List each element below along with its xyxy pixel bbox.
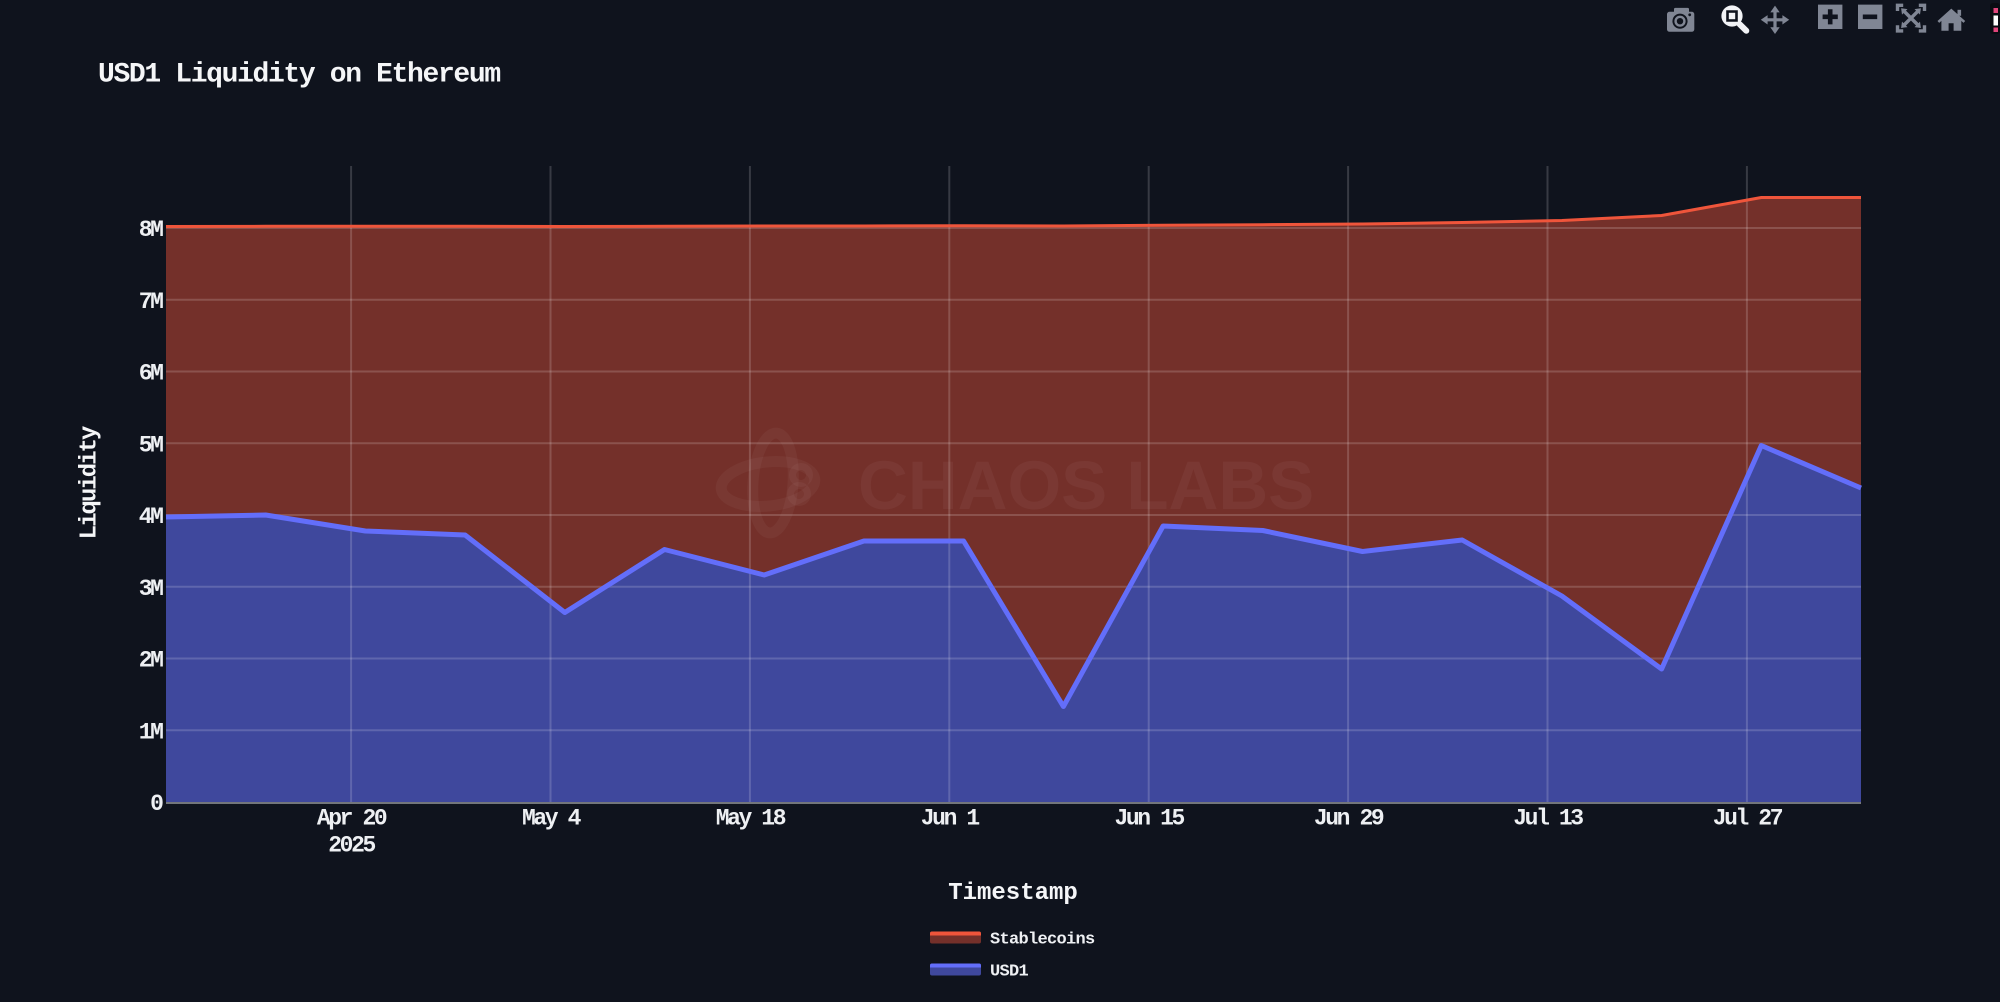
- svg-text:8M: 8M: [139, 217, 163, 243]
- svg-text:0: 0: [150, 791, 163, 817]
- svg-text:Jul 13: Jul 13: [1513, 806, 1583, 832]
- svg-text:Jun 29: Jun 29: [1314, 806, 1384, 832]
- svg-text:4M: 4M: [139, 504, 163, 530]
- svg-text:5M: 5M: [139, 432, 163, 458]
- svg-text:May 4: May 4: [522, 806, 582, 832]
- svg-text:Liquidity: Liquidity: [77, 426, 104, 539]
- svg-text:6M: 6M: [139, 361, 163, 387]
- svg-text:USD1 Liquidity on Ethereum: USD1 Liquidity on Ethereum: [98, 60, 500, 91]
- svg-text:1M: 1M: [139, 719, 163, 745]
- svg-text:USD1: USD1: [990, 963, 1029, 982]
- svg-text:Jun 15: Jun 15: [1114, 806, 1184, 832]
- svg-text:May 18: May 18: [716, 806, 786, 832]
- svg-text:2M: 2M: [139, 648, 163, 674]
- svg-text:Stablecoins: Stablecoins: [990, 931, 1095, 950]
- svg-text:Jul 27: Jul 27: [1713, 806, 1783, 832]
- svg-text:Timestamp: Timestamp: [948, 880, 1078, 907]
- svg-text:Jun 1: Jun 1: [921, 806, 980, 832]
- svg-text:CHAOS LABS: CHAOS LABS: [858, 447, 1314, 524]
- svg-text:2025: 2025: [328, 833, 375, 859]
- svg-text:3M: 3M: [139, 576, 163, 602]
- svg-text:7M: 7M: [139, 289, 163, 315]
- svg-text:Apr 20: Apr 20: [317, 806, 387, 832]
